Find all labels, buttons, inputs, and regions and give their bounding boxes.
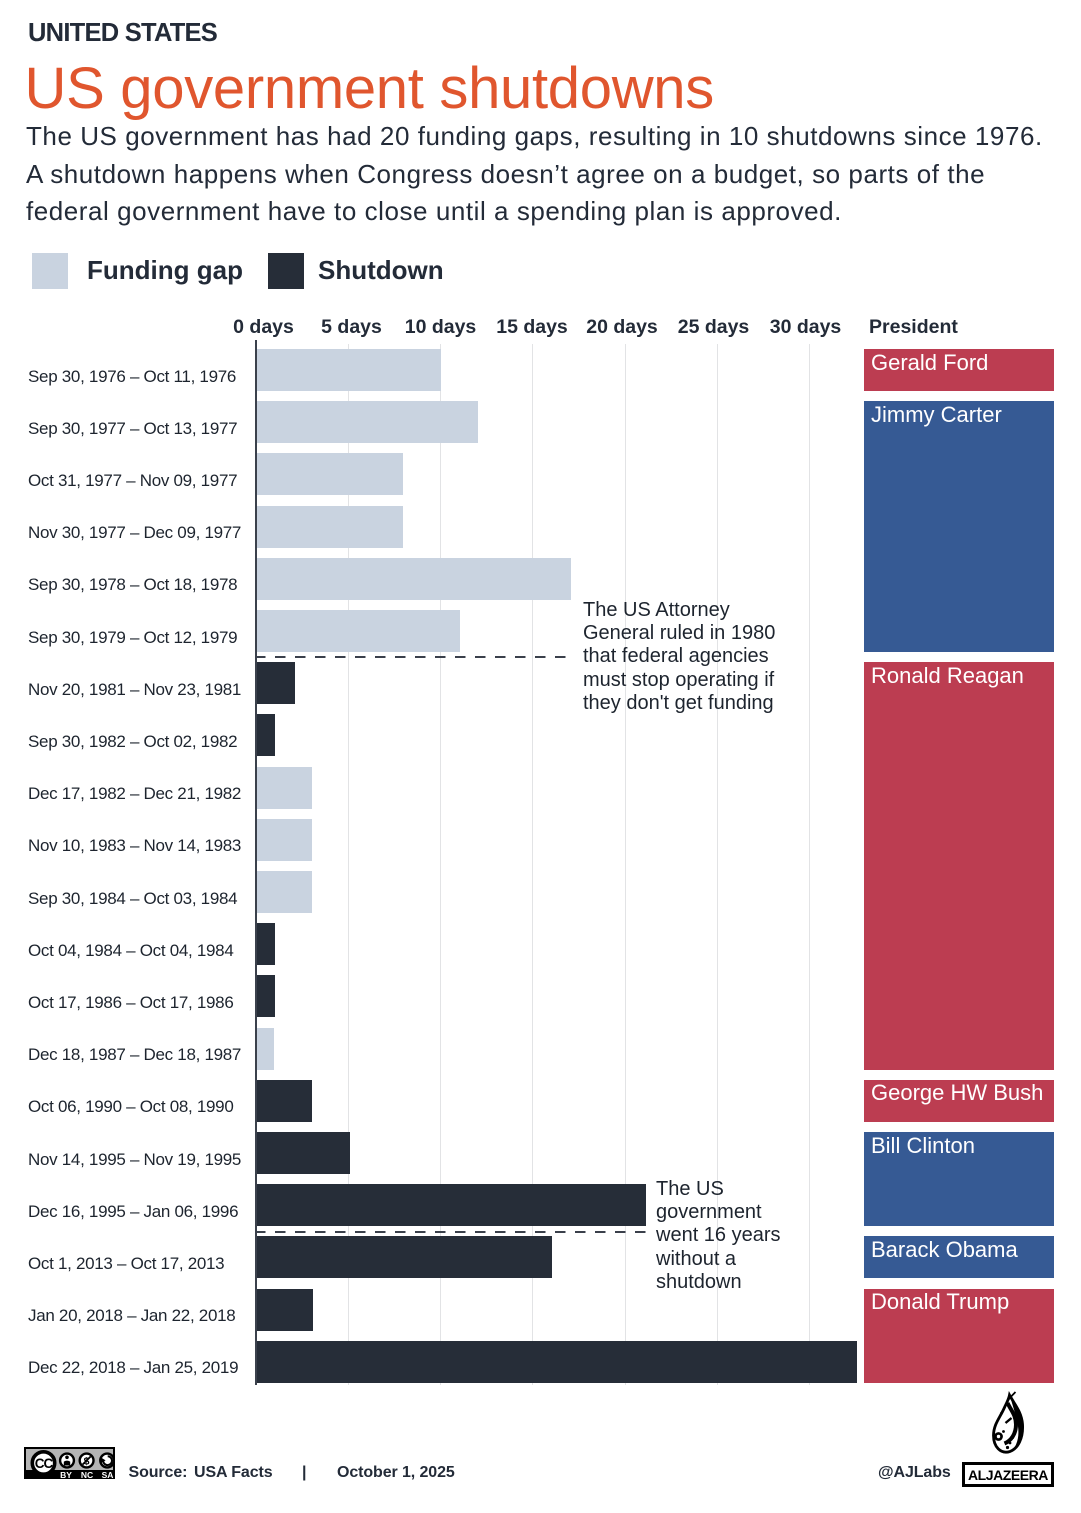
svg-text:SA: SA bbox=[102, 1470, 114, 1479]
svg-text:BY: BY bbox=[60, 1470, 72, 1479]
svg-text:NC: NC bbox=[81, 1470, 93, 1479]
svg-text:CC: CC bbox=[35, 1456, 54, 1471]
